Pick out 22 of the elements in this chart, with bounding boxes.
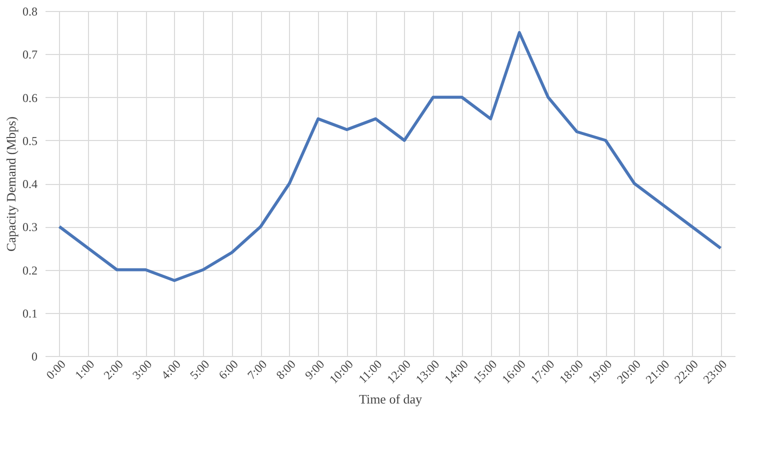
y-tick-label: 0.8 [22, 4, 38, 18]
y-axis-title: Capacity Demand (Mbps) [4, 116, 18, 252]
x-tick-label: 0:00 [43, 357, 68, 382]
x-tick-label: 2:00 [100, 357, 126, 382]
line-series [58, 31, 722, 282]
x-tick-label: 5:00 [187, 357, 212, 382]
y-tick-label: 0.5 [22, 134, 38, 148]
y-tick-label: 0.4 [22, 177, 38, 191]
x-tick-label: 7:00 [244, 357, 270, 382]
y-tick-label: 0.6 [22, 90, 38, 105]
y-tick-label: 0.1 [22, 306, 38, 320]
x-axis-title: Time of day [358, 392, 423, 407]
x-tick-label: 6:00 [216, 357, 241, 382]
x-tick-label: 8:00 [273, 357, 298, 382]
y-tick-label: 0 [32, 350, 38, 364]
x-tick-label: 1:00 [72, 357, 98, 382]
x-tick-label: 9:00 [302, 357, 328, 382]
x-tick-label: 4:00 [158, 357, 184, 382]
y-tick-label: 0.3 [22, 220, 38, 234]
x-tick-label: 3:00 [130, 357, 155, 382]
y-tick-label: 0.2 [22, 263, 38, 278]
y-tick-label: 0.7 [22, 48, 38, 62]
